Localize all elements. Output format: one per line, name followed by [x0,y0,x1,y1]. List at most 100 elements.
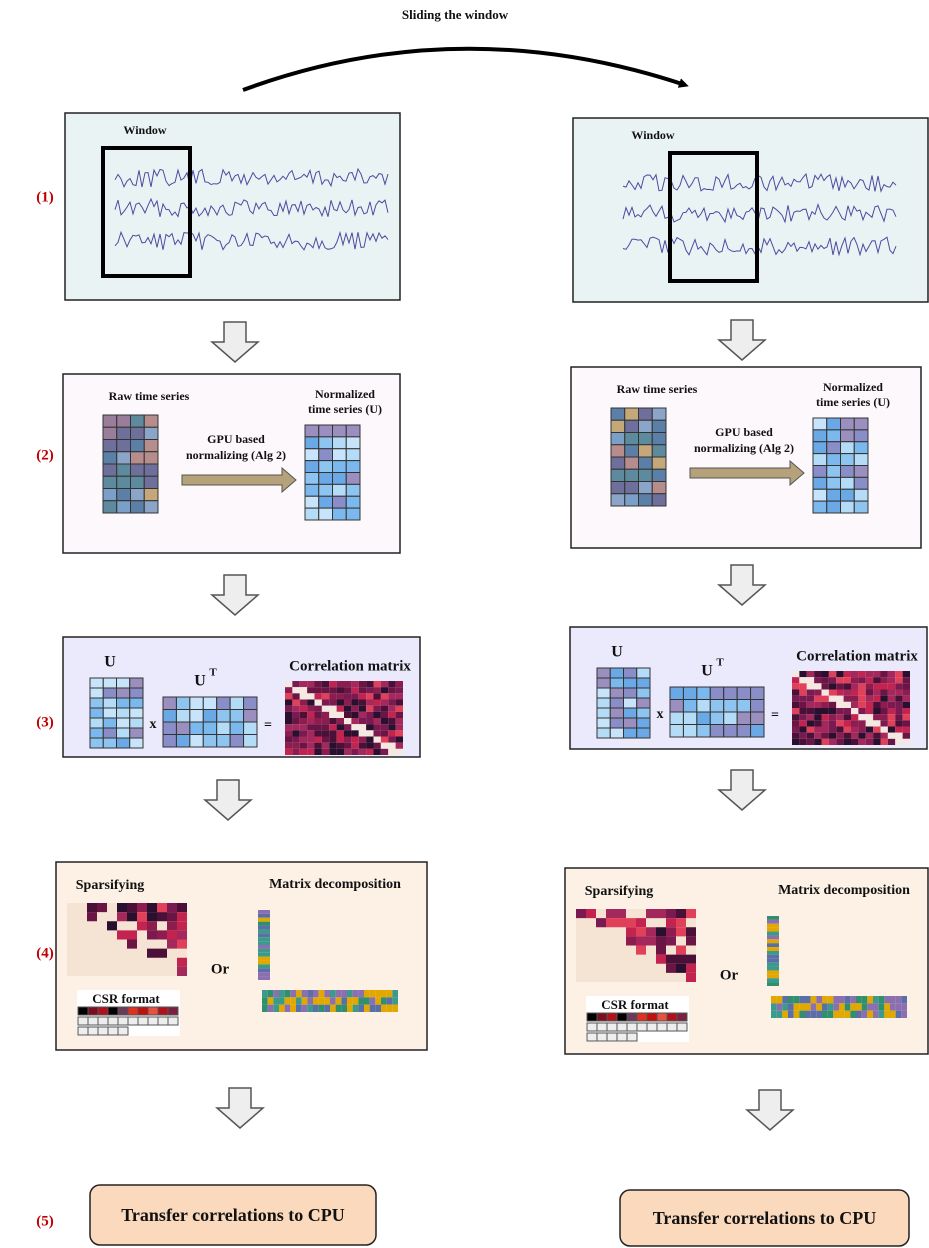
matrix-cell [108,1017,118,1025]
matrix-cell [624,668,637,678]
matrix-cell [388,706,395,712]
matrix-cell [617,1023,627,1031]
matrix-cell [807,671,814,677]
matrix-cell [836,696,843,702]
matrix-cell [300,693,307,699]
matrix-cell [670,687,683,700]
matrix-cell [346,449,360,461]
matrix-cell [851,671,858,677]
matrix-cell [147,921,157,930]
matrix-cell [344,687,351,693]
matrix-cell [636,946,646,955]
matrix-cell [127,940,137,949]
matrix-cell [879,1003,885,1010]
matrix-cell [296,1005,302,1012]
matrix-cell [841,442,855,454]
matrix-cell [788,1003,794,1010]
matrix-cell [268,1005,274,1012]
matrix-cell [322,749,329,755]
matrix-cell [329,700,336,706]
matrix-cell [856,1011,862,1018]
matrix-cell [881,702,888,708]
matrix-cell [107,921,117,930]
matrix-cell [322,712,329,718]
matrix-cell [285,681,292,687]
label: U [701,663,713,680]
matrix-cell [313,1005,319,1012]
matrix-cell [307,1005,313,1012]
matrix-cell [903,690,910,696]
matrix-cell [813,501,827,513]
matrix-cell [366,681,373,687]
matrix-cell [388,718,395,724]
matrix-cell [652,408,666,420]
matrix-cell [374,718,381,724]
matrix-cell [344,706,351,712]
matrix-cell [351,737,358,743]
matrix-cell [799,733,806,739]
matrix-cell [888,671,895,677]
matrix-cell [292,737,299,743]
matrix-cell [290,997,296,1004]
matrix-cell [610,678,623,688]
matrix-cell [807,690,814,696]
matrix-cell [322,681,329,687]
matrix-cell [683,712,696,725]
matrix-cell [724,712,737,725]
matrix-cell [388,693,395,699]
matrix-cell [285,1005,291,1012]
matrix-cell [606,909,616,918]
matrix-cell [873,702,880,708]
matrix-cell [805,1003,811,1010]
matrix-cell [805,1011,811,1018]
matrix-cell [292,693,299,699]
matrix-cell [388,681,395,687]
matrix-cell [273,997,279,1004]
matrix-cell [333,484,347,496]
matrix-cell [854,442,868,454]
matrix-cell [337,749,344,755]
matrix-cell [858,708,865,714]
matrix-cell [78,1007,88,1015]
matrix-cell [307,990,313,997]
matrix-cell [137,912,147,921]
step-label: (4) [36,945,54,961]
matrix-cell [873,739,880,745]
matrix-cell [131,489,145,501]
matrix-cell [866,696,873,702]
matrix-cell [794,1003,800,1010]
matrix-cell [881,683,888,689]
matrix-cell [610,668,623,678]
matrix-cell [307,700,314,706]
matrix-cell [87,912,97,921]
matrix-cell [637,1023,647,1031]
matrix-cell [315,693,322,699]
matrix-cell [639,457,653,469]
matrix-cell [302,1005,308,1012]
matrix-cell [190,735,203,748]
matrix-cell [637,1013,647,1021]
matrix-cell [836,739,843,745]
matrix-cell [329,724,336,730]
matrix-cell [625,408,639,420]
label: = [771,708,779,723]
matrix-cell [396,693,403,699]
matrix-cell [881,733,888,739]
matrix-cell [296,990,302,997]
matrix-cell [646,909,656,918]
matrix-cell [807,714,814,720]
matrix-cell [78,1017,88,1025]
matrix-cell [333,496,347,508]
matrix-cell [611,445,625,457]
matrix-cell [854,501,868,513]
body: Sliding the window (1)(2)(3)(4)(5)Window… [0,0,929,1248]
matrix-cell [666,964,676,973]
label: GPU based [715,425,773,439]
matrix-cell [98,1007,108,1015]
matrix-cell [836,683,843,689]
matrix-cell [839,996,845,1003]
matrix-cell [396,681,403,687]
matrix-cell [258,926,270,930]
matrix-cell [884,1011,890,1018]
